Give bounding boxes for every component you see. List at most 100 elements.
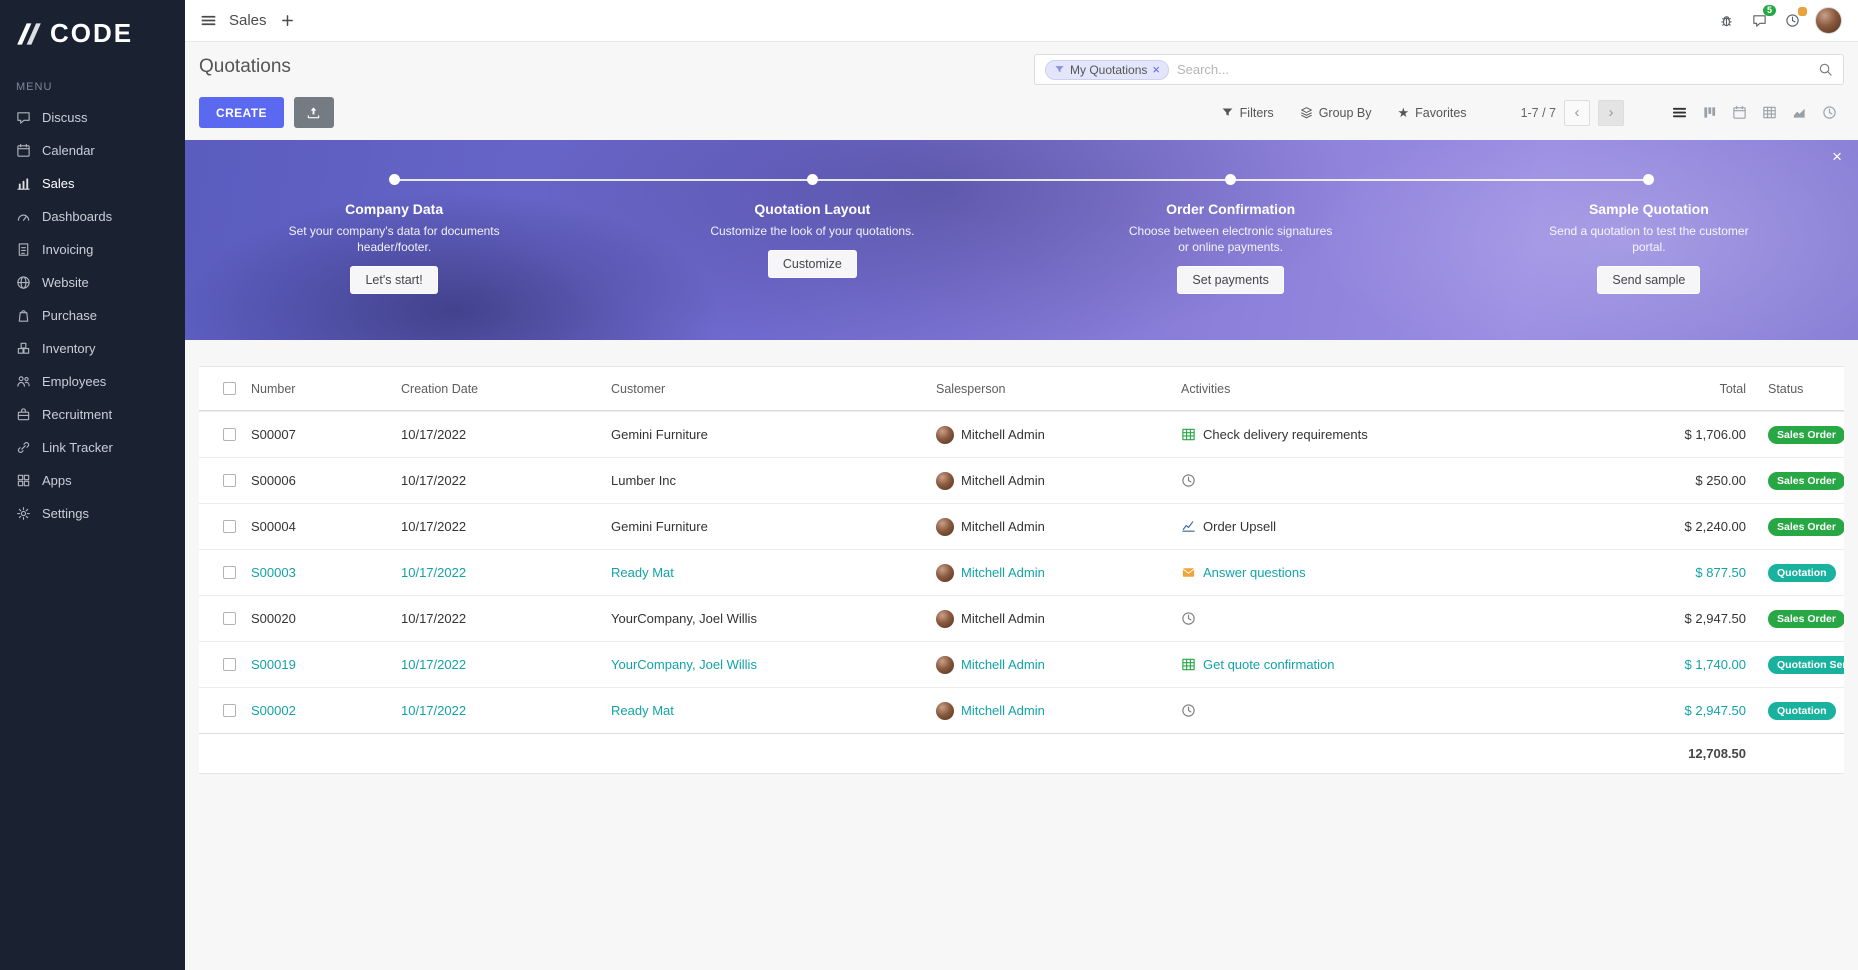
sidebar-item-calendar[interactable]: Calendar — [0, 134, 185, 167]
lets-start-button[interactable]: Let's start! — [350, 266, 438, 295]
favorites-button[interactable]: ★ Favorites — [1398, 106, 1467, 120]
onboarding-step-company-data: Company Data Set your company's data for… — [185, 174, 603, 340]
row-salesperson: Mitchell Admin — [961, 565, 1045, 580]
banner-close-icon[interactable]: × — [1832, 147, 1842, 166]
row-checkbox[interactable] — [223, 520, 236, 533]
activity-cell[interactable] — [1173, 473, 1630, 488]
calendar-view-button[interactable] — [1724, 99, 1754, 127]
row-checkbox[interactable] — [223, 658, 236, 671]
row-checkbox[interactable] — [223, 428, 236, 441]
sidebar-item-employees[interactable]: Employees — [0, 365, 185, 398]
search-facet-my-quotations[interactable]: My Quotations × — [1045, 59, 1169, 80]
menu-toggle-button[interactable] — [201, 13, 216, 28]
sidebar-item-label: Employees — [42, 374, 107, 389]
row-customer: Gemini Furniture — [611, 519, 708, 534]
plus-icon[interactable] — [280, 13, 295, 28]
activity-cell[interactable] — [1173, 611, 1630, 626]
activity-cell[interactable]: Get quote confirmation — [1173, 657, 1630, 672]
row-date: 10/17/2022 — [401, 657, 467, 672]
activity-cell[interactable] — [1173, 703, 1630, 718]
facet-remove-icon[interactable]: × — [1152, 62, 1160, 77]
debug-button[interactable] — [1716, 11, 1736, 31]
select-all-checkbox[interactable] — [223, 382, 236, 395]
calendar-icon — [17, 143, 30, 157]
table-row[interactable]: S00020 10/17/2022 YourCompany, Joel Will… — [199, 595, 1844, 641]
row-checkbox[interactable] — [223, 704, 236, 717]
step-dot — [388, 174, 400, 185]
clock-activity-icon — [1182, 474, 1195, 487]
sidebar-item-purchase[interactable]: Purchase — [0, 299, 185, 332]
sidebar-item-inventory[interactable]: Inventory — [0, 332, 185, 365]
row-checkbox[interactable] — [223, 566, 236, 579]
status-badge: Quotation — [1768, 701, 1836, 720]
sidebar-item-dashboards[interactable]: Dashboards — [0, 200, 185, 233]
pivot-view-button[interactable] — [1754, 99, 1784, 127]
list-view-button[interactable] — [1664, 99, 1694, 127]
column-header-status[interactable]: Status — [1768, 381, 1804, 396]
pager-next-button[interactable]: › — [1598, 99, 1624, 126]
sidebar-item-invoicing[interactable]: Invoicing — [0, 233, 185, 266]
activity-cell[interactable]: Answer questions — [1173, 565, 1630, 580]
column-header-number[interactable]: Number — [251, 381, 296, 396]
page-title: Quotations — [199, 56, 291, 77]
sidebar-item-discuss[interactable]: Discuss — [0, 101, 185, 134]
group-by-button[interactable]: Group By — [1300, 106, 1372, 120]
row-checkbox[interactable] — [223, 612, 236, 625]
upload-button[interactable] — [293, 97, 334, 128]
sidebar-item-apps[interactable]: Apps — [0, 464, 185, 497]
pager-previous-button[interactable]: ‹ — [1564, 99, 1590, 126]
app-logo[interactable]: CODE — [0, 0, 185, 59]
row-salesperson: Mitchell Admin — [961, 703, 1045, 718]
column-header-activities[interactable]: Activities — [1181, 381, 1231, 396]
sidebar-item-sales[interactable]: Sales — [0, 167, 185, 200]
pager: 1-7 / 7 ‹ › — [1520, 99, 1624, 126]
column-header-salesperson[interactable]: Salesperson — [936, 381, 1006, 396]
layers-icon — [1300, 107, 1312, 119]
search-input[interactable] — [1176, 62, 1810, 77]
column-header-creation-date[interactable]: Creation Date — [401, 381, 479, 396]
customize-button[interactable]: Customize — [767, 250, 857, 279]
create-button[interactable]: CREATE — [199, 97, 284, 128]
row-total: $ 877.50 — [1695, 565, 1746, 580]
control-panel: Quotations My Quotations × CREATE — [185, 42, 1858, 140]
user-avatar[interactable] — [1815, 7, 1842, 34]
pager-range: 1-7 / 7 — [1520, 105, 1556, 120]
row-checkbox[interactable] — [223, 474, 236, 487]
table-row[interactable]: S00007 10/17/2022 Gemini Furniture Mitch… — [199, 411, 1844, 457]
activity-view-button[interactable] — [1814, 99, 1844, 127]
set-payments-button[interactable]: Set payments — [1177, 266, 1284, 295]
sidebar-item-link-tracker[interactable]: Link Tracker — [0, 431, 185, 464]
activity-cell[interactable]: Check delivery requirements — [1173, 427, 1630, 442]
filters-button[interactable]: Filters — [1221, 106, 1274, 120]
activity-label: Check delivery requirements — [1203, 427, 1368, 442]
row-total: $ 2,947.50 — [1684, 611, 1746, 626]
sidebar-item-recruitment[interactable]: Recruitment — [0, 398, 185, 431]
table-row[interactable]: S00003 10/17/2022 Ready Mat Mitchell Adm… — [199, 549, 1844, 595]
messages-button[interactable]: 5 — [1749, 4, 1776, 31]
sidebar-item-settings[interactable]: Settings — [0, 497, 185, 530]
send-sample-button[interactable]: Send sample — [1597, 266, 1701, 295]
kanban-view-button[interactable] — [1694, 99, 1724, 127]
table-row[interactable]: S00006 10/17/2022 Lumber Inc Mitchell Ad… — [199, 457, 1844, 503]
table-row[interactable]: S00019 10/17/2022 YourCompany, Joel Will… — [199, 641, 1844, 687]
hamburger-icon — [201, 15, 216, 26]
search-icon[interactable] — [1818, 62, 1833, 77]
row-number: S00007 — [251, 427, 296, 442]
sidebar-item-label: Invoicing — [42, 242, 94, 257]
activities-button[interactable] — [1782, 6, 1807, 31]
filter-icon — [1222, 108, 1233, 116]
column-header-total[interactable]: Total — [1719, 381, 1746, 396]
table-row[interactable]: S00002 10/17/2022 Ready Mat Mitchell Adm… — [199, 687, 1844, 733]
activity-cell[interactable]: Order Upsell — [1173, 519, 1630, 534]
sidebar-item-website[interactable]: Website — [0, 266, 185, 299]
row-number: S00019 — [251, 657, 296, 672]
onboarding-step-order-confirmation: Order Confirmation Choose between electr… — [1022, 174, 1440, 340]
salesperson-avatar — [936, 425, 954, 444]
activities-alert-dot — [1798, 6, 1807, 16]
table-row[interactable]: S00004 10/17/2022 Gemini Furniture Mitch… — [199, 503, 1844, 549]
column-header-customer[interactable]: Customer — [611, 381, 666, 396]
star-icon: ★ — [1397, 105, 1410, 120]
search-bar[interactable]: My Quotations × — [1034, 54, 1844, 85]
graph-view-button[interactable] — [1784, 99, 1814, 127]
current-app-title[interactable]: Sales — [229, 12, 267, 29]
